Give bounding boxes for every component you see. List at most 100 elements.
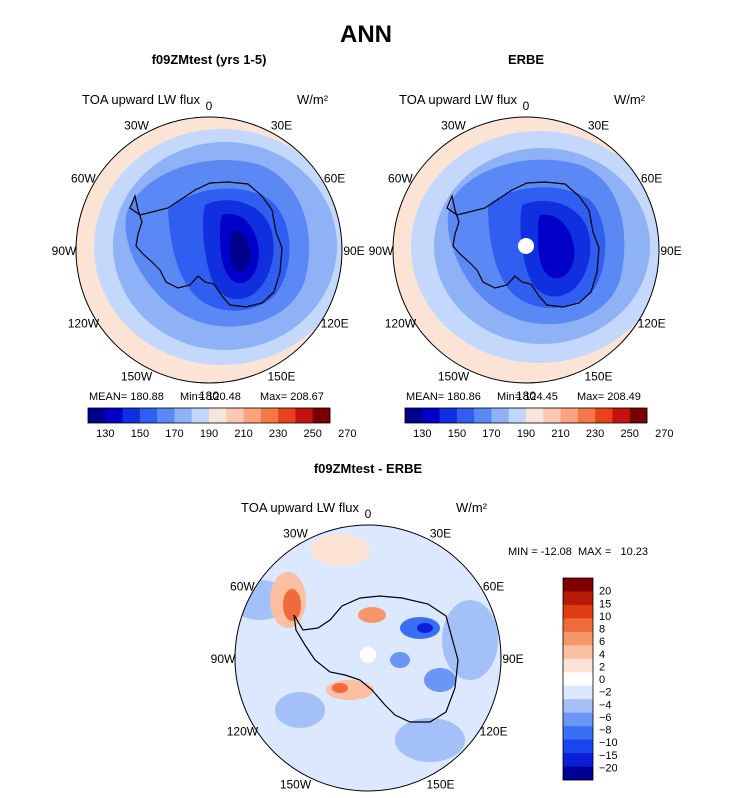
map-field (76, 117, 342, 383)
colorbar-swatch (88, 408, 106, 423)
colorbar-swatch (543, 408, 561, 423)
panel-obs: ERBE TOA upward LW flux W/m² 0 30E 60E 90E 1… (369, 52, 682, 403)
map-border (234, 524, 502, 792)
colorbar-tick-label: 190 (517, 428, 535, 440)
colorbar-level-label: 20 (599, 586, 611, 598)
colorbar-swatch (243, 408, 262, 423)
panel-title: ERBE (508, 52, 544, 67)
units-label: W/m² (456, 500, 488, 515)
colorbar-swatch (563, 631, 593, 646)
stat-min: Min= 124.45 (497, 391, 558, 403)
colorbar-swatch (474, 408, 492, 423)
lon-label: 90E (660, 244, 681, 258)
lon-label: 90W (211, 652, 236, 666)
coastline (129, 181, 283, 308)
lon-label: 60W (230, 580, 255, 594)
map-field (393, 117, 659, 383)
lon-label: 30E (588, 118, 609, 132)
colorbar-swatch (456, 408, 475, 423)
colorbar-tick-label: 130 (413, 428, 431, 440)
colorbar-swatch (563, 658, 593, 673)
colorbar-tick-label: 270 (338, 428, 356, 440)
field-label: TOA upward LW flux (399, 92, 518, 107)
colorbar-tick-label: 170 (165, 428, 183, 440)
page-title: ANN (340, 21, 392, 48)
colorbar-level-label: 8 (599, 624, 605, 636)
lon-label: 30W (283, 526, 308, 540)
colorbar-swatch (563, 699, 593, 713)
coastline (293, 595, 459, 723)
units-label: W/m² (614, 92, 646, 107)
colorbar-level-label: −8 (599, 725, 612, 737)
lon-label: 150E (267, 370, 295, 384)
colorbar-level-label: 4 (599, 649, 605, 661)
lon-label: 60W (71, 172, 96, 186)
lon-label: 120E (321, 317, 349, 331)
colorbar-swatch (563, 672, 593, 687)
colorbar-level-label: −10 (599, 737, 618, 749)
coastline (446, 181, 600, 308)
stat-max: Max= 208.67 (260, 391, 324, 403)
field-label: TOA upward LW flux (82, 92, 201, 107)
colorbar-tick-label: 210 (551, 428, 569, 440)
lon-label: 0 (523, 99, 530, 113)
colorbar-swatch (157, 408, 175, 423)
colorbar-swatch (105, 408, 123, 423)
colorbar-swatch (563, 604, 593, 619)
lon-label: 30W (124, 118, 149, 132)
colorbar-swatch (560, 408, 579, 423)
lon-label: 60E (641, 172, 662, 186)
colorbar-tick-label: 150 (448, 428, 466, 440)
colorbar-level-label: −2 (599, 687, 612, 699)
lon-label: 30E (271, 118, 292, 132)
panel-model: f09ZMtest (yrs 1-5) TOA upward LW flux W… (52, 52, 365, 403)
colorbar-swatch (491, 408, 510, 423)
lon-label: 150E (426, 778, 454, 792)
lon-label: 90E (502, 652, 523, 666)
lon-label: 30E (430, 526, 451, 540)
lon-label: 180 (516, 389, 536, 403)
lon-label: 150W (280, 778, 312, 792)
colorbar-swatch (595, 408, 613, 423)
colorbar-swatch (422, 408, 440, 423)
colorbar-swatch (563, 726, 593, 740)
colorbar-tick-label: 230 (586, 428, 604, 440)
colorbar-tick-label: 190 (200, 428, 218, 440)
colorbar-level-label: −6 (599, 712, 612, 724)
panel-diff: f09ZMtest - ERBE TOA upward LW flux W/m²… (211, 461, 648, 798)
panel-title: f09ZMtest - ERBE (314, 461, 423, 476)
lon-label: 180 (199, 389, 219, 403)
map-border (75, 116, 343, 384)
colorbar-swatch (278, 408, 296, 423)
units-label: W/m² (297, 92, 329, 107)
colorbar-level-label: 15 (599, 598, 611, 610)
lon-label: 90W (52, 244, 77, 258)
pole-mask (518, 238, 534, 254)
colorbar-level-label: 0 (599, 674, 605, 686)
colorbar-swatch (405, 408, 423, 423)
colorbar-swatch (563, 766, 593, 781)
colorbar-tick-label: 150 (131, 428, 149, 440)
colorbar-swatch (312, 408, 331, 423)
lon-label: 90E (343, 244, 364, 258)
colorbar-swatch (508, 408, 527, 423)
lon-label: 150W (121, 370, 153, 384)
lon-label: 120W (68, 317, 100, 331)
panel-title: f09ZMtest (yrs 1-5) (152, 52, 267, 67)
colorbar-swatch (563, 578, 593, 592)
colorbar-level-label: −20 (599, 762, 618, 774)
stat-minmax: MIN = -12.08 MAX = 10.23 (508, 546, 648, 558)
colorbar-swatch (612, 408, 631, 423)
lon-label: 60E (324, 172, 345, 186)
colorbar-swatch (209, 408, 227, 423)
colorbar-swatch (563, 645, 593, 660)
lon-label: 30W (441, 118, 466, 132)
colorbar-tick-label: 270 (655, 428, 673, 440)
colorbar-tick-label: 250 (621, 428, 639, 440)
colorbar-frame (562, 577, 594, 781)
colorbar-tick-label: 210 (234, 428, 252, 440)
stat-mean: MEAN= 180.86 (406, 391, 481, 403)
colorbar-swatch (563, 618, 593, 633)
